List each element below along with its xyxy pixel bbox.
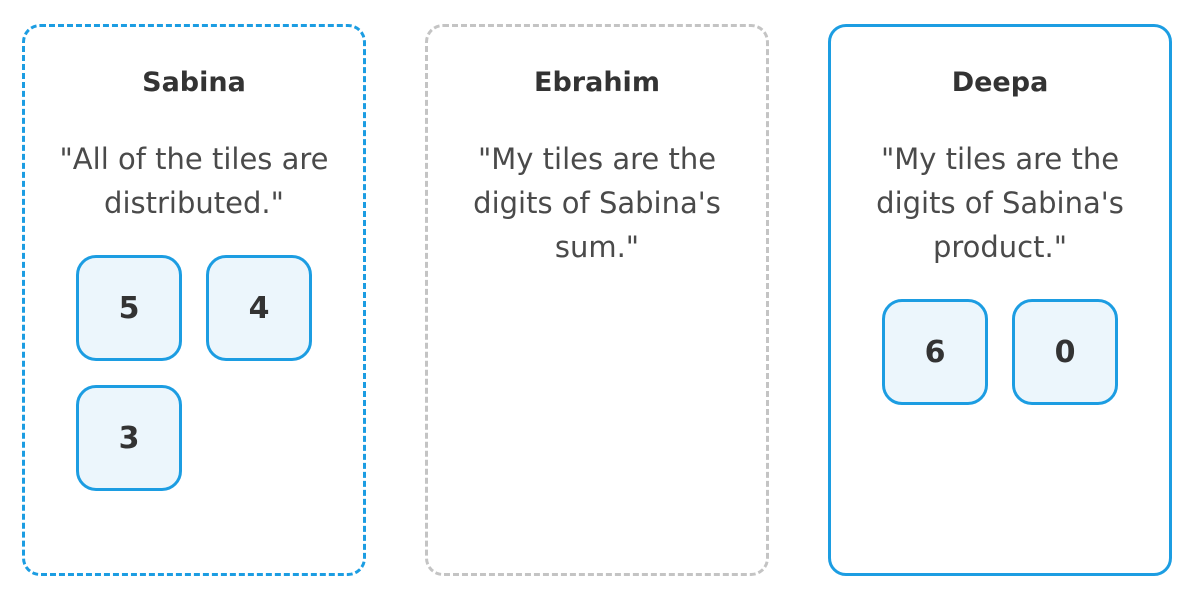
player-name: Ebrahim bbox=[534, 67, 660, 98]
player-name: Sabina bbox=[142, 67, 246, 98]
digit-tile[interactable]: 3 bbox=[76, 385, 182, 491]
digit-tile[interactable]: 0 bbox=[1012, 299, 1118, 405]
player-statement: "My tiles are the digits of Sabina's pro… bbox=[876, 142, 1124, 264]
digit-tile[interactable]: 6 bbox=[882, 299, 988, 405]
player-card-sabina[interactable]: Sabina "All of the tiles are distributed… bbox=[22, 24, 366, 576]
player-statement: "My tiles are the digits of Sabina's sum… bbox=[473, 142, 721, 264]
player-statement: "All of the tiles are distributed." bbox=[59, 142, 329, 220]
digit-tile[interactable]: 5 bbox=[76, 255, 182, 361]
digit-tile[interactable]: 4 bbox=[206, 255, 312, 361]
player-card-ebrahim[interactable]: Ebrahim "My tiles are the digits of Sabi… bbox=[425, 24, 769, 576]
player-name: Deepa bbox=[951, 67, 1049, 98]
player-card-deepa[interactable]: Deepa "My tiles are the digits of Sabina… bbox=[828, 24, 1172, 576]
